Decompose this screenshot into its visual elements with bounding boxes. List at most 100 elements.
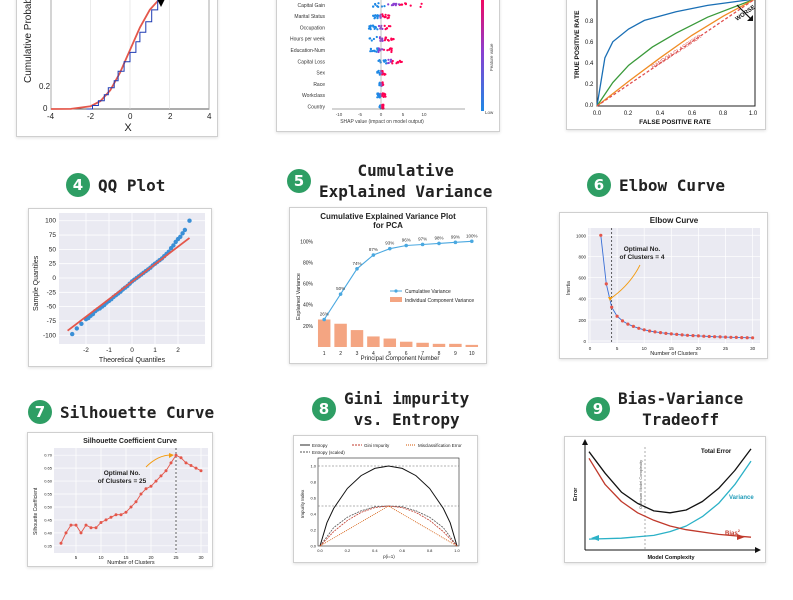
shap-point — [377, 2, 380, 5]
elbow-xtick-label: 20 — [696, 346, 702, 351]
ecdf-empirical-line — [86, 0, 164, 110]
silhouette-xtick-label: 15 — [123, 555, 129, 560]
pca-point — [420, 242, 425, 247]
pca-data-label: 96% — [402, 238, 411, 243]
elbow-point — [723, 335, 728, 339]
silhouette-point — [94, 526, 98, 530]
elbow-xlabel: Number of Clusters — [650, 351, 698, 357]
elbow-ytick-label: 200 — [578, 318, 586, 323]
shap-point — [372, 37, 375, 41]
silhouette-number-badge: 7 — [28, 400, 52, 424]
shap-point — [381, 39, 384, 43]
elbow-point — [685, 333, 690, 337]
roc-ytick: 0.2 — [585, 82, 594, 88]
shap-point — [383, 24, 386, 28]
shap-point — [390, 38, 393, 41]
shap-point — [378, 84, 381, 87]
silhouette-heading: 7 Silhouette Curve — [28, 400, 214, 424]
elbow-point — [642, 328, 646, 332]
elbow-point — [691, 334, 695, 338]
shap-point — [381, 15, 385, 18]
qq-fit-line — [67, 237, 191, 332]
pca-heading-line2: Explained Variance — [319, 182, 493, 201]
qq-ytick-label: -75 — [47, 318, 57, 325]
biasvar-bias-label-text: Bias — [725, 531, 738, 537]
elbow-annotation-line1: Optimal No. — [624, 246, 661, 253]
shap-point — [419, 5, 422, 8]
silhouette-point — [179, 456, 183, 460]
pca-data-label: 26% — [320, 312, 329, 317]
gini-xlabel: p(i=1) — [383, 554, 395, 559]
shap-point — [368, 26, 371, 30]
shap-point — [377, 14, 380, 17]
gini-number-badge: 8 — [312, 397, 336, 421]
pca-title-line2: for PCA — [373, 221, 403, 230]
shap-chart-card: Capital Gain Marital Status Occupation Hour… — [276, 0, 500, 132]
biasvar-total-label: Total Error — [701, 449, 732, 455]
silhouette-point — [69, 523, 73, 527]
shap-point — [401, 3, 404, 6]
biasvar-curve — [588, 448, 752, 514]
pca-bar — [334, 323, 347, 347]
roc-ytick: 0.4 — [585, 61, 594, 67]
pca-bar — [367, 336, 380, 347]
elbow-point — [675, 332, 679, 336]
shap-point — [387, 58, 390, 61]
elbow-title: Elbow Curve — [650, 216, 699, 225]
silhouette-point — [79, 531, 83, 535]
elbow-point — [653, 330, 657, 334]
elbow-heading-text: Elbow Curve — [619, 175, 725, 195]
silhouette-chart-card: Silhouette Coefficient Curve 0.70 0.65 0.6… — [27, 432, 213, 567]
pca-data-label: 87% — [369, 247, 378, 252]
silhouette-ytick-label: 0.55 — [44, 492, 53, 497]
shap-feature-label: Country — [307, 105, 325, 111]
pca-data-label: 98% — [434, 235, 443, 240]
qq-ytick-label: 100 — [45, 218, 56, 225]
shap-point — [375, 50, 378, 53]
qq-xtick-label: -1 — [106, 347, 112, 354]
shap-point — [376, 28, 379, 31]
gini-curve — [319, 505, 458, 547]
gini-legend-scaled: Entropy (scaled) — [312, 450, 345, 455]
elbow-xtick-label: 30 — [750, 346, 756, 351]
elbow-xtick-label: 5 — [616, 346, 619, 351]
ecdf-chart-card: Cumulative Probab 0.2 0 -4 -2 0 2 4 X — [16, 0, 218, 137]
shap-point — [378, 73, 381, 76]
silhouette-ytick-label: 0.65 — [44, 466, 53, 471]
shap-point — [390, 4, 393, 7]
pca-heading: 5 Cumulative Explained Variance — [287, 160, 492, 202]
biasvar-ylabel: Error — [573, 487, 579, 501]
pca-data-label: 74% — [352, 261, 361, 266]
roc-ylabel: TRUE POSITIVE RATE — [574, 10, 581, 79]
pca-xtick-label: 7 — [421, 351, 424, 357]
silhouette-point — [154, 479, 158, 483]
ecdf-ytick: 0.2 — [39, 82, 51, 91]
shap-point — [376, 70, 379, 73]
shap-point — [389, 47, 392, 50]
elbow-ylabel: Inertia — [566, 281, 572, 295]
elbow-point — [713, 335, 717, 339]
silhouette-point — [109, 515, 113, 519]
pca-data-label: 93% — [385, 241, 394, 246]
gini-xtick-label: 1.0 — [454, 548, 460, 553]
pca-ylabel: Explained Variance — [296, 273, 302, 320]
silhouette-point — [149, 484, 153, 488]
silhouette-chart: Silhouette Coefficient Curve 0.70 0.65 0.6… — [33, 438, 208, 566]
shap-point — [369, 24, 372, 28]
shap-point — [409, 4, 412, 7]
silhouette-point — [64, 531, 68, 535]
ecdf-cdf-line — [50, 0, 160, 110]
shap-point — [391, 62, 394, 65]
pca-bar — [383, 338, 397, 347]
elbow-ytick-label: 600 — [578, 276, 586, 281]
shap-point — [377, 59, 380, 62]
gini-xtick-label: 0.4 — [372, 548, 378, 553]
silhouette-point — [124, 510, 128, 514]
elbow-point — [745, 336, 749, 340]
shap-point — [375, 35, 378, 39]
elbow-xtick-label: 0 — [589, 346, 592, 351]
qq-xlabel: Theoretical Quantiles — [99, 357, 166, 364]
roc-chart-card: WORSE RANDOM CLASSIFIER TRUE POSITIVE RA… — [566, 0, 766, 130]
roc-xtick: 0.4 — [656, 111, 665, 117]
silhouette-ytick-label: 0.60 — [44, 479, 53, 484]
